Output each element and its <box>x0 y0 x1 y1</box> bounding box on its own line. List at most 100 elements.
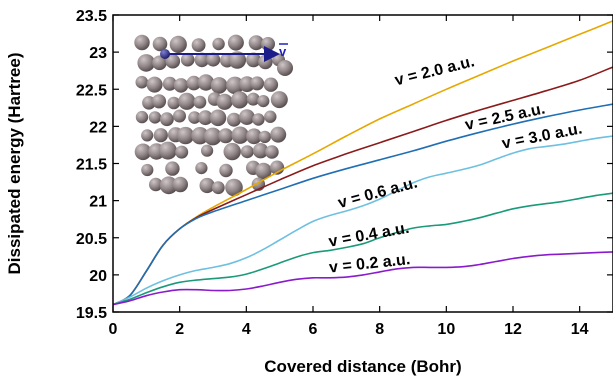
atom <box>160 112 174 127</box>
atom <box>218 128 234 144</box>
atom <box>149 177 163 192</box>
series-labels: v = 2.0 a.u.v = 2.5 a.u.v = 3.0 a.u.v = … <box>327 53 583 276</box>
atom <box>263 77 279 92</box>
atom <box>239 109 255 125</box>
atom <box>151 94 167 109</box>
atom <box>191 38 206 52</box>
atom <box>212 37 225 51</box>
atom <box>134 34 150 51</box>
x-tick-label: 0 <box>109 321 118 338</box>
atom <box>227 34 244 51</box>
series-line-3 <box>112 135 613 306</box>
atom <box>270 126 287 143</box>
atom <box>178 92 196 110</box>
y-tick-label: 20 <box>89 268 107 285</box>
series-line-4 <box>112 192 613 306</box>
atom <box>186 75 202 91</box>
x-axis-label: Covered distance (Bohr) <box>264 357 461 376</box>
vector-label: v <box>279 44 287 59</box>
atom <box>176 126 195 145</box>
atom <box>277 60 293 76</box>
atom <box>225 178 243 197</box>
atom <box>258 130 271 144</box>
atom <box>172 176 188 193</box>
series-line-5 <box>112 251 613 306</box>
atom <box>152 55 167 71</box>
atom <box>219 163 233 178</box>
atom <box>141 129 154 142</box>
atom <box>167 96 181 110</box>
x-tick-label: 2 <box>175 321 184 338</box>
atom <box>159 176 178 195</box>
atom <box>257 95 270 108</box>
atom <box>226 76 244 95</box>
atom <box>173 109 186 123</box>
x-tick-label: 8 <box>375 321 384 338</box>
atom <box>195 162 208 175</box>
atom <box>250 76 265 91</box>
atom <box>201 144 214 157</box>
atom <box>246 92 260 106</box>
atom <box>240 145 254 159</box>
axes: 0 2 4 6 8 10 12 14 19.5 20 20.5 21 21.5 22 22.5 23 23.5 <box>76 8 613 338</box>
atom <box>153 128 168 143</box>
y-tick-label: 20.5 <box>76 231 107 248</box>
series-line-2 <box>112 103 613 306</box>
atom <box>137 54 155 72</box>
x-tick-label: 14 <box>571 321 589 338</box>
y-tick-label: 21 <box>89 194 107 211</box>
atom <box>146 76 163 93</box>
x-tick-label: 10 <box>437 321 455 338</box>
y-tick-label: 19.5 <box>76 305 107 322</box>
series-label-5: v = 0.2 a.u. <box>328 251 411 276</box>
atom <box>228 51 247 69</box>
atom <box>255 162 272 180</box>
atom <box>211 181 225 195</box>
atom <box>135 110 149 124</box>
atom <box>206 52 221 67</box>
atom <box>252 143 269 159</box>
atom <box>194 52 210 68</box>
atom <box>175 145 189 159</box>
series-label-3: v = 0.6 a.u. <box>336 174 419 211</box>
inset-atom-cluster: v <box>134 34 293 197</box>
atom <box>248 35 264 51</box>
y-tick-label: 22.5 <box>76 82 107 99</box>
atom <box>165 53 181 69</box>
atom <box>141 163 154 177</box>
series-label-4: v = 0.4 a.u. <box>327 220 410 251</box>
x-tick-label: 12 <box>504 321 522 338</box>
atom <box>261 37 275 51</box>
atom <box>135 75 149 89</box>
atom <box>270 91 288 109</box>
atom <box>203 127 222 146</box>
atom <box>148 111 162 124</box>
atom <box>258 54 273 70</box>
atom <box>152 36 168 52</box>
atom <box>246 128 262 145</box>
atom <box>227 112 241 127</box>
series-label-0: v = 2.0 a.u. <box>393 53 476 89</box>
atom <box>188 111 201 124</box>
atom <box>216 93 233 110</box>
atom <box>165 161 180 176</box>
series-label-2: v = 3.0 a.u. <box>501 120 584 152</box>
y-axis-label: Dissipated energy (Hartree) <box>5 52 24 274</box>
y-tick-label: 22 <box>89 119 107 136</box>
series-layer <box>112 20 613 306</box>
x-tick-label: 6 <box>309 321 318 338</box>
atom <box>134 143 152 161</box>
atom <box>191 127 209 145</box>
atom <box>169 35 187 54</box>
y-tick-label: 23.5 <box>76 8 107 25</box>
x-tick-label: 4 <box>242 321 251 338</box>
y-tick-label: 23 <box>89 45 107 62</box>
atom <box>252 113 265 126</box>
atom <box>158 141 177 160</box>
atom <box>265 145 279 159</box>
atom <box>180 52 195 67</box>
atom <box>199 177 215 194</box>
atom <box>209 109 227 127</box>
atom <box>264 110 277 123</box>
